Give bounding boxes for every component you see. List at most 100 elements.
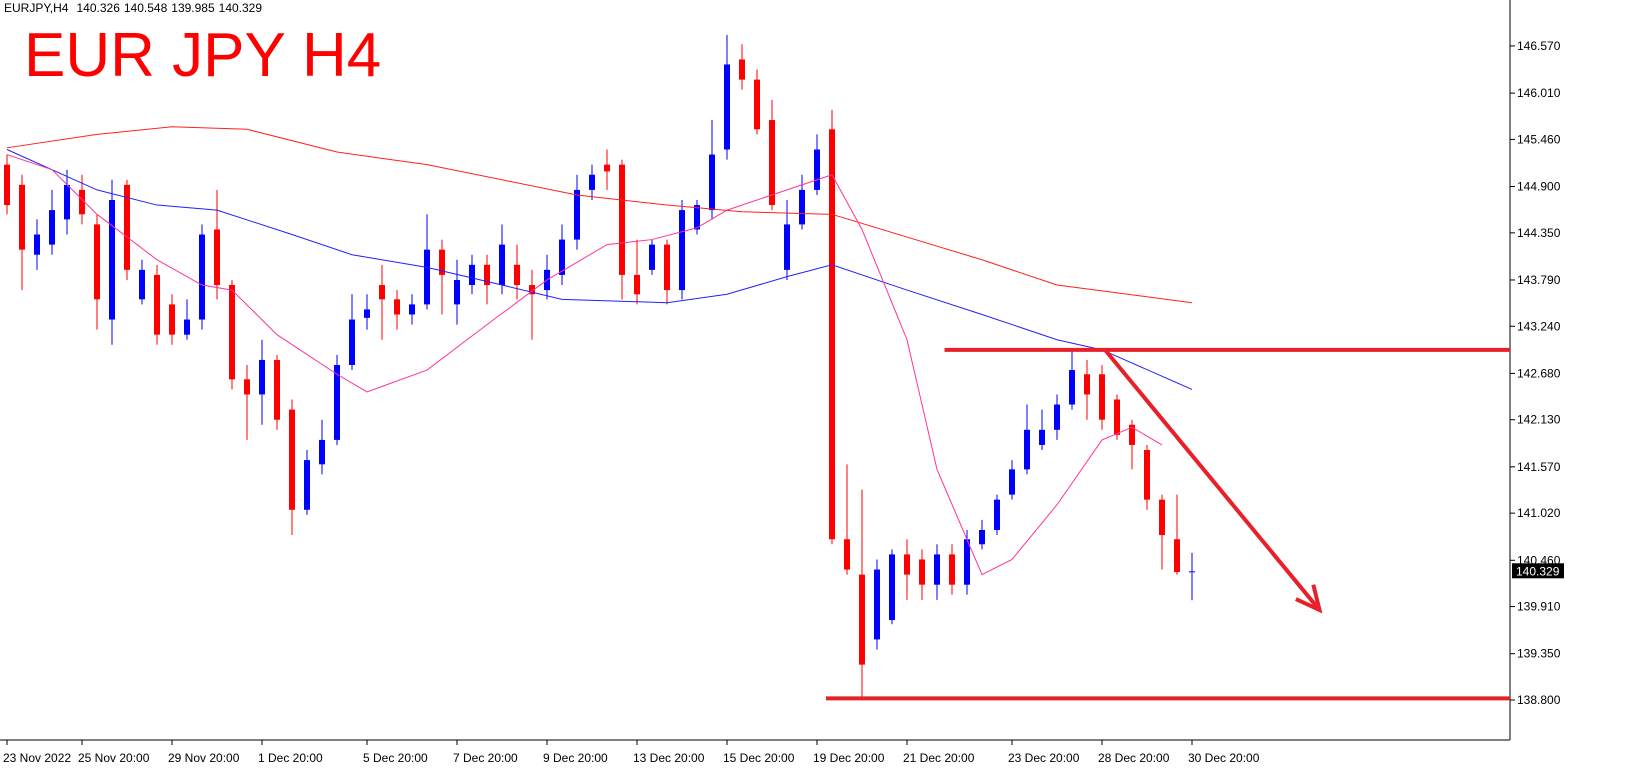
candle-body <box>574 189 580 240</box>
candle-body <box>394 299 400 315</box>
y-tick-label: 139.910 <box>1517 600 1561 614</box>
candle-body <box>19 184 25 250</box>
candle-body <box>724 64 730 150</box>
candle-body <box>184 319 190 335</box>
candle-body <box>289 409 295 510</box>
y-tick-label: 143.240 <box>1517 319 1561 333</box>
candle-body <box>1099 374 1105 420</box>
header-low: 139.985 <box>171 1 215 15</box>
candle-body <box>139 269 145 300</box>
candle-body <box>1144 450 1150 500</box>
candle-body <box>709 154 715 211</box>
candle-body <box>214 229 220 286</box>
x-tick-label: 23 Nov 2022 <box>3 751 71 765</box>
candle-body <box>409 304 415 315</box>
y-tick-label: 141.570 <box>1517 460 1561 474</box>
candle-body <box>979 529 985 545</box>
candle-body <box>94 224 100 300</box>
candle-body <box>124 184 130 270</box>
candle-body <box>829 129 835 540</box>
candle-body <box>874 569 880 640</box>
y-tick-label: 143.790 <box>1517 273 1561 287</box>
candle-body <box>754 79 760 130</box>
candle-body <box>304 460 310 510</box>
trend-arrow <box>1103 348 1322 612</box>
candle-body <box>994 499 1000 530</box>
candle-body <box>604 164 610 172</box>
chart-title: EUR JPY H4 <box>24 21 381 90</box>
candle-body <box>499 244 505 286</box>
candle-body <box>649 244 655 270</box>
y-tick-label: 142.680 <box>1517 366 1561 380</box>
y-tick-label: 141.020 <box>1517 506 1561 520</box>
candle-body <box>664 244 670 291</box>
candle-body <box>739 59 745 80</box>
candle-body <box>814 149 820 190</box>
x-tick-label: 19 Dec 20:00 <box>813 751 885 765</box>
candle-body <box>1189 571 1195 573</box>
plot <box>4 35 1195 701</box>
y-tick-label: 138.800 <box>1517 693 1561 707</box>
candle-body <box>229 285 235 380</box>
candle-body <box>769 120 775 206</box>
price-label: 140.329 <box>1516 564 1560 578</box>
candle-body <box>379 285 385 300</box>
moving-average <box>6 154 1163 576</box>
candle-body <box>784 224 790 270</box>
price-label-box <box>1512 563 1564 579</box>
candle-body <box>79 189 85 215</box>
candle-body <box>319 439 325 465</box>
candle-body <box>49 210 55 245</box>
x-tick-label: 1 Dec 20:00 <box>258 751 323 765</box>
candle-body <box>484 264 490 286</box>
header: EURJPY,H4 140.326 140.548 139.985 140.329 <box>4 1 262 15</box>
candle-body <box>469 264 475 286</box>
candle-body <box>1039 429 1045 445</box>
x-tick-label: 21 Dec 20:00 <box>903 751 975 765</box>
x-tick-label: 30 Dec 20:00 <box>1188 751 1260 765</box>
x-tick-label: 25 Nov 20:00 <box>78 751 150 765</box>
x-tick-label: 5 Dec 20:00 <box>363 751 428 765</box>
x-tick-label: 15 Dec 20:00 <box>723 751 795 765</box>
y-tick-label: 144.900 <box>1517 180 1561 194</box>
candle-body <box>454 279 460 305</box>
y-tick-label: 146.570 <box>1517 39 1561 53</box>
candle-body <box>1069 370 1075 405</box>
candle-body <box>199 234 205 320</box>
candle-body <box>34 234 40 255</box>
candle-body <box>679 210 685 291</box>
candle-body <box>1114 399 1120 435</box>
candle-body <box>514 264 520 286</box>
candle-body <box>244 379 250 395</box>
candle-body <box>964 539 970 585</box>
candle-body <box>1129 424 1135 445</box>
moving-average <box>6 126 1193 304</box>
candle-body <box>439 249 445 275</box>
candle-body <box>1009 469 1015 495</box>
y-tick-label: 145.460 <box>1517 132 1561 146</box>
candle-body <box>274 359 280 420</box>
x-tick-label: 7 Dec 20:00 <box>453 751 518 765</box>
candle-body <box>949 554 955 585</box>
candle-body <box>1159 499 1165 536</box>
candle-body <box>109 200 115 320</box>
x-tick-label: 9 Dec 20:00 <box>543 751 608 765</box>
candle-body <box>4 164 10 206</box>
x-tick-label: 29 Nov 20:00 <box>168 751 240 765</box>
candle-body <box>529 285 535 295</box>
candle-body <box>859 574 865 665</box>
y-tick-label: 144.350 <box>1517 226 1561 240</box>
x-tick-label: 28 Dec 20:00 <box>1098 751 1170 765</box>
candle-body <box>259 359 265 395</box>
candle-body <box>799 189 805 225</box>
header-close: 140.329 <box>219 1 263 15</box>
candle-body <box>1084 374 1090 395</box>
candle-body <box>364 309 370 318</box>
y-tick-label: 146.010 <box>1517 86 1561 100</box>
candle-body <box>634 274 640 295</box>
candle-body <box>619 164 625 275</box>
candle-body <box>904 554 910 575</box>
header-open: 140.326 <box>76 1 120 15</box>
